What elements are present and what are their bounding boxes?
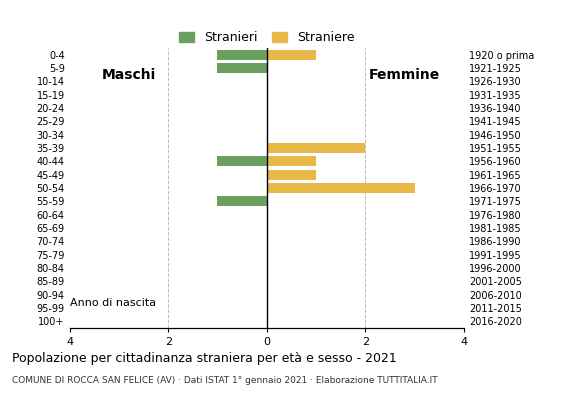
Legend: Stranieri, Straniere: Stranieri, Straniere: [174, 26, 360, 49]
Bar: [267, 143, 365, 153]
Text: COMUNE DI ROCCA SAN FELICE (AV) · Dati ISTAT 1° gennaio 2021 · Elaborazione TUTT: COMUNE DI ROCCA SAN FELICE (AV) · Dati I…: [12, 376, 437, 385]
Bar: [218, 156, 267, 166]
Bar: [267, 183, 415, 193]
Text: Maschi: Maschi: [102, 68, 156, 82]
Bar: [218, 50, 267, 60]
Bar: [267, 156, 316, 166]
Text: Femmine: Femmine: [369, 68, 440, 82]
Bar: [218, 196, 267, 206]
Text: Anno di nascita: Anno di nascita: [70, 298, 155, 308]
Bar: [267, 50, 316, 60]
Bar: [267, 170, 316, 180]
Text: Popolazione per cittadinanza straniera per età e sesso - 2021: Popolazione per cittadinanza straniera p…: [12, 352, 396, 365]
Bar: [218, 63, 267, 73]
